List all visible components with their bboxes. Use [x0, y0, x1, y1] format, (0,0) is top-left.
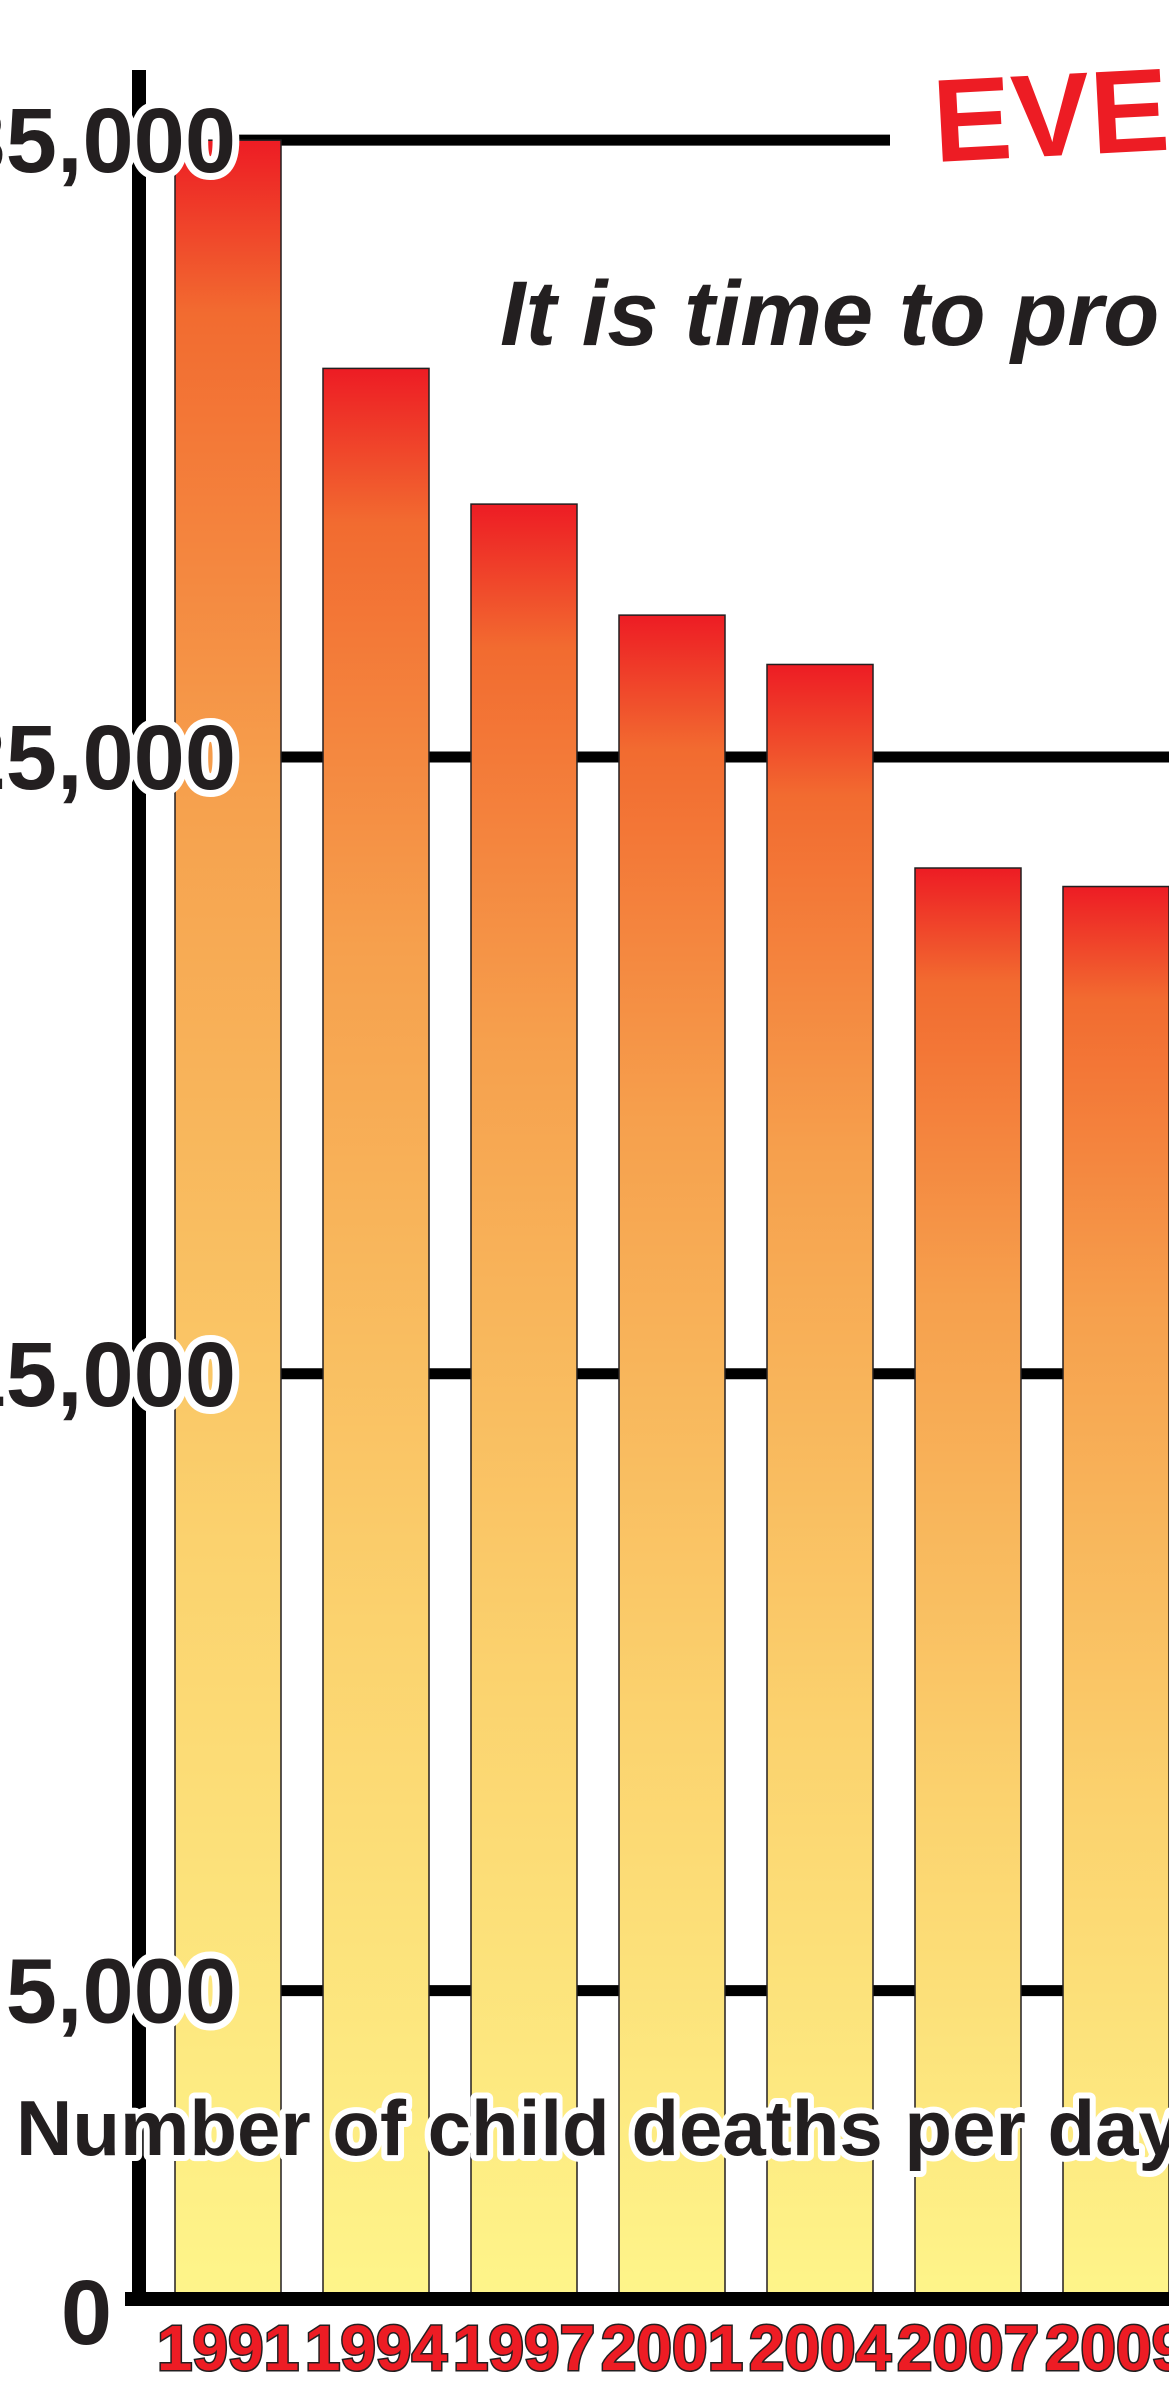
x-tick-label: 1997 [453, 2312, 595, 2384]
y-tick-label: 15,000 [0, 1324, 236, 1426]
y-tick-label: 0 [61, 2262, 112, 2364]
x-tick-label: 1991 [157, 2312, 299, 2384]
y-tick-label: 25,000 [0, 707, 236, 809]
chart-caption: Number of child deaths per day, 1991-200… [16, 2084, 1169, 2172]
y-tick-labels: 0 5,000 15,000 25,000 35,000 [0, 83, 243, 2371]
headline-text: EVERY [929, 35, 1169, 188]
bar-2004 [766, 663, 874, 2300]
bar-2009 [1062, 885, 1169, 2300]
bar-1991 [174, 139, 282, 2300]
x-tick-label: 2001 [601, 2312, 743, 2384]
x-tick-label: 2009 [1045, 2312, 1169, 2384]
y-tick-label: 35,000 [0, 90, 236, 192]
bar-1994 [322, 367, 430, 2300]
bar-1997 [470, 503, 578, 2300]
x-tick-label: 2004 [749, 2312, 892, 2384]
bars [174, 139, 1169, 2300]
bar-2001 [618, 614, 726, 2300]
x-tick-label: 2007 [897, 2312, 1039, 2384]
x-tick-labels: 1991199419972001200420072009 [155, 2311, 1169, 2384]
subtitle-text: It is time to pro [500, 263, 1159, 365]
y-tick-label: 5,000 [6, 1941, 236, 2043]
x-tick-label: 1994 [305, 2312, 448, 2384]
